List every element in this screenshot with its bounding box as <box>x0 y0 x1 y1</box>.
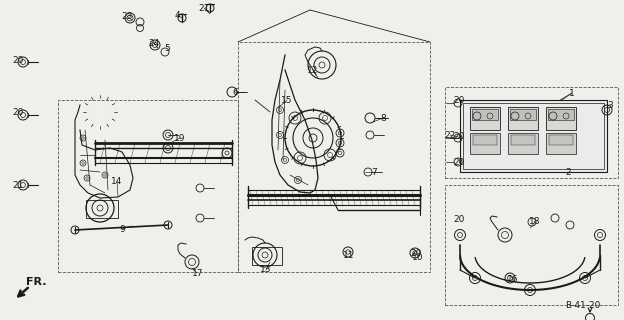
Text: 10: 10 <box>412 253 424 262</box>
Bar <box>473 135 497 145</box>
Text: 19: 19 <box>174 133 186 142</box>
Text: 7: 7 <box>371 167 377 177</box>
Text: 16: 16 <box>507 275 519 284</box>
Bar <box>445 87 618 178</box>
Text: 6: 6 <box>232 87 238 97</box>
Text: 20: 20 <box>453 215 465 225</box>
Text: 1: 1 <box>569 89 575 98</box>
Text: 13: 13 <box>260 266 271 275</box>
Bar <box>472 109 498 120</box>
Bar <box>460 100 607 172</box>
Bar <box>470 107 500 130</box>
Bar <box>508 133 538 154</box>
Text: 4: 4 <box>174 11 180 20</box>
Bar <box>252 247 282 265</box>
Bar <box>546 107 576 130</box>
Text: 20: 20 <box>411 249 422 258</box>
Text: 21: 21 <box>12 180 24 189</box>
Bar <box>510 109 536 120</box>
Text: 11: 11 <box>343 251 355 260</box>
Bar <box>548 109 574 120</box>
Text: 15: 15 <box>281 95 293 105</box>
Text: 20: 20 <box>12 108 24 116</box>
Text: 20: 20 <box>453 157 465 166</box>
Text: 24: 24 <box>149 38 160 47</box>
Bar <box>508 107 538 130</box>
Text: 12: 12 <box>307 66 319 75</box>
Text: 17: 17 <box>192 268 204 277</box>
Text: 21: 21 <box>198 4 210 12</box>
Text: 22: 22 <box>444 131 456 140</box>
Text: 3: 3 <box>607 100 613 109</box>
Text: FR.: FR. <box>26 277 46 287</box>
Bar <box>470 133 500 154</box>
Text: 14: 14 <box>111 177 123 186</box>
Text: B-41-20: B-41-20 <box>565 300 601 309</box>
Bar <box>445 185 618 305</box>
Text: 2: 2 <box>565 167 571 177</box>
Text: 18: 18 <box>529 218 541 227</box>
Text: 23: 23 <box>121 12 133 20</box>
Text: 5: 5 <box>164 44 170 52</box>
Bar <box>238 42 430 272</box>
Text: 20: 20 <box>453 95 465 105</box>
Text: 20: 20 <box>12 55 24 65</box>
Bar <box>546 133 576 154</box>
Bar <box>463 103 604 169</box>
Text: 8: 8 <box>380 114 386 123</box>
Bar <box>86 200 118 218</box>
Text: 9: 9 <box>119 225 125 234</box>
Bar <box>511 135 535 145</box>
Bar <box>58 100 238 272</box>
Text: 20: 20 <box>453 132 465 140</box>
Bar <box>549 135 573 145</box>
